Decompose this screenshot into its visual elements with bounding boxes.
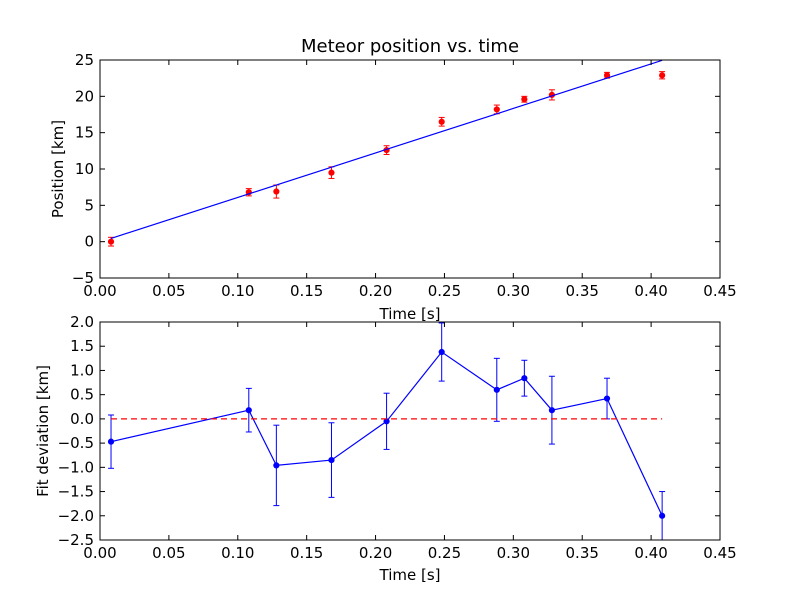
deviation-y-tick-label: −0.5 (58, 434, 94, 452)
deviation-data-point (438, 348, 445, 356)
deviation-axis-ticks: 0.00 0.05 0.10 0.15 0.20 0.25 0.30 0.35 0.40 0.45… (58, 313, 737, 562)
position-x-tick-label: 0.15 (290, 282, 323, 300)
deviation-data-point (493, 386, 500, 393)
position-plot-area (107, 60, 666, 247)
deviation-y-tick-label: 0.5 (70, 386, 94, 404)
position-y-tick-label: 15 (75, 124, 94, 142)
position-x-tick-label: 0.30 (497, 282, 530, 300)
deviation-y-tick-label: 1.5 (70, 337, 94, 355)
deviation-data-point (603, 395, 611, 402)
deviation-series-layer (107, 322, 666, 540)
position-data-point (328, 169, 335, 176)
position-data-point (438, 118, 445, 125)
deviation-plot-area (107, 322, 666, 540)
position-x-tick-label: 0.05 (152, 282, 185, 300)
deviation-y-tick-label: 2.0 (70, 313, 94, 331)
deviation-data-point (548, 407, 556, 414)
deviation-y-tick-label: −1.5 (58, 483, 94, 501)
position-x-tick-label: 0.00 (83, 282, 116, 300)
position-y-tick-label: 0 (84, 233, 94, 251)
deviation-x-tick-label: 0.30 (497, 544, 530, 562)
deviation-x-axis-label: Time [s] (379, 566, 441, 584)
deviation-axes-frame (99, 321, 721, 541)
position-data-point (493, 106, 500, 113)
position-chart: Meteor position vs. time 0.00 0.05 0.10 0.1… (49, 36, 737, 323)
position-x-tick-label: 0.10 (221, 282, 254, 300)
chart-title: Meteor position vs. time (301, 36, 519, 57)
deviation-x-tick-label: 0.25 (428, 544, 461, 562)
position-series-layer (107, 60, 666, 247)
deviation-x-tick-label: 0.15 (290, 544, 323, 562)
deviation-x-tick-label: 0.20 (359, 544, 392, 562)
position-y-tick-label: −5 (72, 269, 94, 287)
deviation-data-point (245, 407, 252, 414)
deviation-data-point (521, 375, 528, 382)
position-data-point (107, 238, 115, 245)
fit-line (110, 60, 663, 239)
position-axis-ticks: 0.00 0.05 0.10 0.15 0.20 0.25 0.30 0.35 0.40 0.45… (72, 51, 737, 300)
deviation-data-point (328, 456, 335, 464)
deviation-data-point (273, 462, 280, 469)
deviation-y-tick-label: 1.0 (70, 361, 94, 379)
position-data-point (521, 96, 528, 103)
deviation-y-tick-label: −2.5 (58, 531, 94, 549)
deviation-chart: 0.00 0.05 0.10 0.15 0.20 0.25 0.30 0.35 0.40 0.45… (34, 313, 737, 584)
deviation-x-tick-label: 0.35 (566, 544, 599, 562)
deviation-x-tick-label: 0.10 (221, 544, 254, 562)
deviation-data-point (107, 438, 115, 445)
deviation-x-tick-label: 0.05 (152, 544, 185, 562)
deviation-x-tick-label: 0.45 (703, 544, 736, 562)
deviation-y-tick-label: −1.0 (58, 458, 94, 476)
deviation-y-axis-label: Fit deviation [km] (34, 365, 52, 497)
position-x-axis-label: Time [s] (379, 305, 441, 323)
position-x-tick-label: 0.40 (634, 282, 667, 300)
position-y-tick-label: 5 (84, 196, 94, 214)
deviation-x-tick-label: 0.40 (634, 544, 667, 562)
deviation-y-tick-label: −2.0 (58, 507, 94, 525)
position-y-tick-label: 20 (75, 87, 94, 105)
deviation-x-tick-label: 0.00 (83, 544, 116, 562)
deviation-y-tick-label: 0.0 (70, 410, 94, 428)
position-data-point (273, 188, 280, 195)
position-x-tick-label: 0.35 (566, 282, 599, 300)
position-y-tick-label: 25 (75, 51, 94, 69)
deviation-data-point (383, 418, 390, 425)
position-data-point (659, 72, 666, 79)
position-y-tick-label: 10 (75, 160, 94, 178)
position-x-tick-label: 0.45 (703, 282, 736, 300)
position-x-tick-label: 0.20 (359, 282, 392, 300)
position-x-tick-label: 0.25 (428, 282, 461, 300)
position-y-axis-label: Position [km] (49, 120, 67, 218)
deviation-data-point (659, 512, 666, 519)
